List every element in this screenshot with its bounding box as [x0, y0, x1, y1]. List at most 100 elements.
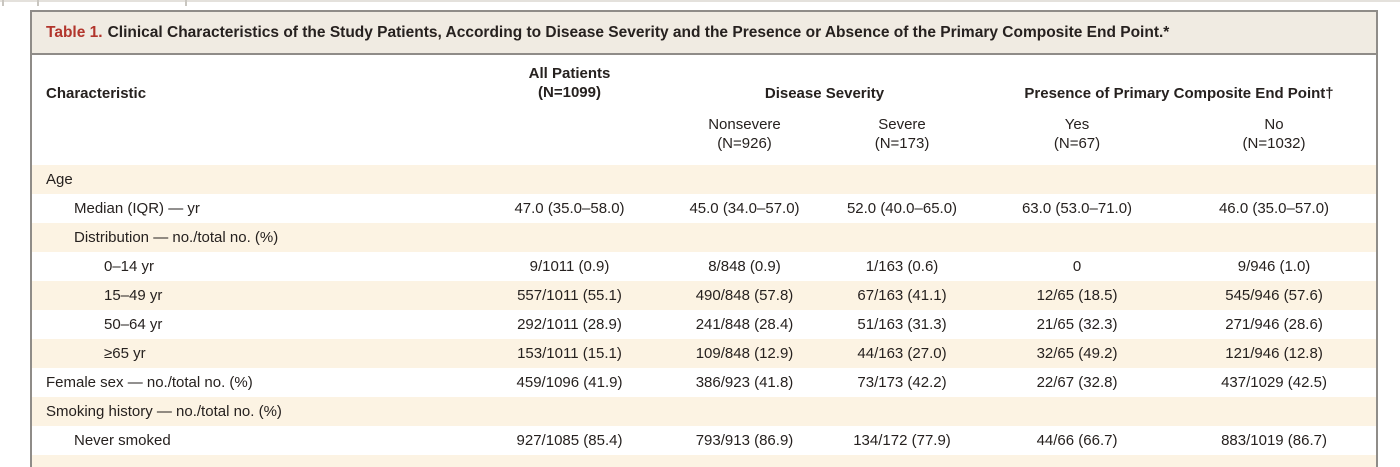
- table-row: Age: [32, 165, 1377, 194]
- value-cell: [822, 455, 982, 467]
- value-cell: [472, 165, 667, 194]
- group-header-primary-endpoint: Presence of Primary Composite End Point†: [1024, 85, 1334, 102]
- table-row: 15–49 yr 557/1011 (55.1) 490/848 (57.8) 67/…: [32, 281, 1377, 310]
- value-cell: [822, 397, 982, 426]
- row-label-cell: ≥65 yr: [104, 345, 146, 362]
- table-row: [32, 455, 1377, 467]
- row-label-cell: 0–14 yr: [104, 258, 155, 275]
- value-cell: 21/65 (32.3): [1036, 316, 1118, 333]
- header-spacer-cell: [472, 109, 667, 165]
- value-cell: 22/67 (32.8): [1036, 374, 1118, 391]
- value-cell: [667, 223, 822, 252]
- value-cell: 109/848 (12.9): [695, 345, 794, 362]
- value-cell: 9/946 (1.0): [1237, 258, 1311, 275]
- group-header-disease-severity: Disease Severity: [764, 85, 885, 102]
- value-cell: 0: [1072, 258, 1082, 275]
- value-cell: 490/848 (57.8): [695, 287, 794, 304]
- header-spacer-cell: [32, 109, 472, 165]
- table-title: Table 1. Clinical Characteristics of the …: [32, 12, 1376, 55]
- table-row: 0–14 yr 9/1011 (0.9) 8/848 (0.9) 1/163 (0.6…: [32, 252, 1376, 281]
- table-title-label: Table 1.: [46, 24, 103, 41]
- value-cell: 63.0 (53.0–71.0): [1021, 200, 1133, 217]
- table-row: ≥65 yr 153/1011 (15.1) 109/848 (12.9) 44/16…: [32, 339, 1377, 368]
- value-cell: 73/173 (42.2): [857, 374, 947, 391]
- value-cell: 1/163 (0.6): [865, 258, 939, 275]
- value-cell: [472, 397, 667, 426]
- value-cell: 883/1019 (86.7): [1221, 432, 1327, 449]
- row-label-cell: [32, 455, 472, 467]
- value-cell: [822, 223, 982, 252]
- value-cell: 32/65 (49.2): [1036, 345, 1118, 362]
- table-title-text: Clinical Characteristics of the Study Pa…: [107, 24, 1170, 41]
- column-header-all-patients: All Patients (N=1099): [472, 55, 667, 109]
- page-top-divider: [0, 0, 1400, 2]
- value-cell: 67/163 (41.1): [857, 287, 947, 304]
- table-row: Female sex — no./total no. (%) 459/1096 (…: [32, 368, 1376, 397]
- table-body: Age Median (IQR) — yr 47.0 (35.0–58.0) 45.0…: [32, 165, 1377, 467]
- value-cell: 241/848 (28.4): [695, 316, 794, 333]
- value-cell: [1172, 165, 1376, 194]
- value-cell: [982, 165, 1172, 194]
- value-cell: 46.0 (35.0–57.0): [1218, 200, 1330, 217]
- value-cell: [982, 455, 1172, 467]
- value-cell: 44/163 (27.0): [857, 345, 947, 362]
- table-row: 50–64 yr 292/1011 (28.9) 241/848 (28.4) 51/…: [32, 310, 1376, 339]
- table-header: Characteristic All Patients (N=1099) Dis…: [32, 55, 1376, 165]
- column-header-line: No: [1264, 116, 1284, 133]
- subcolumn-header-nonsevere: Nonsevere (N=926): [667, 109, 822, 165]
- row-label-cell: 15–49 yr: [104, 287, 163, 304]
- value-cell: [1172, 455, 1376, 467]
- column-header-line: All Patients: [528, 65, 611, 82]
- value-cell: [667, 397, 822, 426]
- row-label-cell: Median (IQR) — yr: [74, 200, 200, 217]
- column-header-line: Severe: [878, 116, 926, 133]
- row-label-cell: 50–64 yr: [104, 316, 163, 333]
- value-cell: [667, 165, 822, 194]
- value-cell: 927/1085 (85.4): [516, 432, 623, 449]
- value-cell: 52.0 (40.0–65.0): [846, 200, 958, 217]
- value-cell: 793/913 (86.9): [695, 432, 794, 449]
- value-cell: 134/172 (77.9): [853, 432, 951, 449]
- value-cell: 44/66 (66.7): [1036, 432, 1118, 449]
- subcolumn-header-yes: Yes (N=67): [982, 109, 1172, 165]
- value-cell: [472, 223, 667, 252]
- column-header-line: (N=67): [1053, 135, 1101, 152]
- value-cell: 45.0 (34.0–57.0): [689, 200, 800, 217]
- row-label-cell: Never smoked: [74, 432, 171, 449]
- value-cell: [982, 223, 1172, 252]
- row-label-cell: Smoking history — no./total no. (%): [46, 403, 282, 420]
- column-header-line: Nonsevere: [708, 116, 781, 133]
- value-cell: 8/848 (0.9): [708, 258, 781, 275]
- column-header-characteristic: Characteristic: [46, 85, 147, 102]
- column-header-line: (N=1032): [1242, 135, 1306, 152]
- row-label-cell: Age: [46, 171, 73, 188]
- row-label-cell: Distribution — no./total no. (%): [74, 229, 279, 246]
- column-header-line: (N=173): [874, 135, 930, 152]
- value-cell: [667, 455, 822, 467]
- column-header-line: Yes: [1064, 116, 1090, 133]
- column-header-line: (N=926): [717, 135, 772, 152]
- row-label-cell: Female sex — no./total no. (%): [46, 374, 253, 391]
- value-cell: 557/1011 (55.1): [517, 287, 622, 304]
- table-row: Distribution — no./total no. (%): [32, 223, 1377, 252]
- value-cell: 437/1029 (42.5): [1221, 374, 1327, 391]
- value-cell: [822, 165, 982, 194]
- value-cell: 51/163 (31.3): [857, 316, 947, 333]
- column-header-line: (N=1099): [538, 84, 601, 101]
- value-cell: 9/1011 (0.9): [529, 258, 610, 275]
- value-cell: 459/1096 (41.9): [516, 374, 623, 391]
- value-cell: [1172, 223, 1376, 252]
- clinical-characteristics-table: Characteristic All Patients (N=1099) Dis…: [32, 55, 1377, 467]
- subcolumn-header-no: No (N=1032): [1172, 109, 1376, 165]
- top-tick-mark: [185, 0, 187, 6]
- value-cell: [472, 455, 667, 467]
- value-cell: [1172, 397, 1376, 426]
- value-cell: 271/946 (28.6): [1225, 316, 1323, 333]
- value-cell: 47.0 (35.0–58.0): [514, 200, 625, 217]
- table-container: Table 1. Clinical Characteristics of the …: [30, 10, 1378, 467]
- top-tick-mark: [2, 0, 4, 6]
- value-cell: 386/923 (41.8): [695, 374, 794, 391]
- value-cell: 292/1011 (28.9): [517, 316, 622, 333]
- value-cell: 545/946 (57.6): [1225, 287, 1323, 304]
